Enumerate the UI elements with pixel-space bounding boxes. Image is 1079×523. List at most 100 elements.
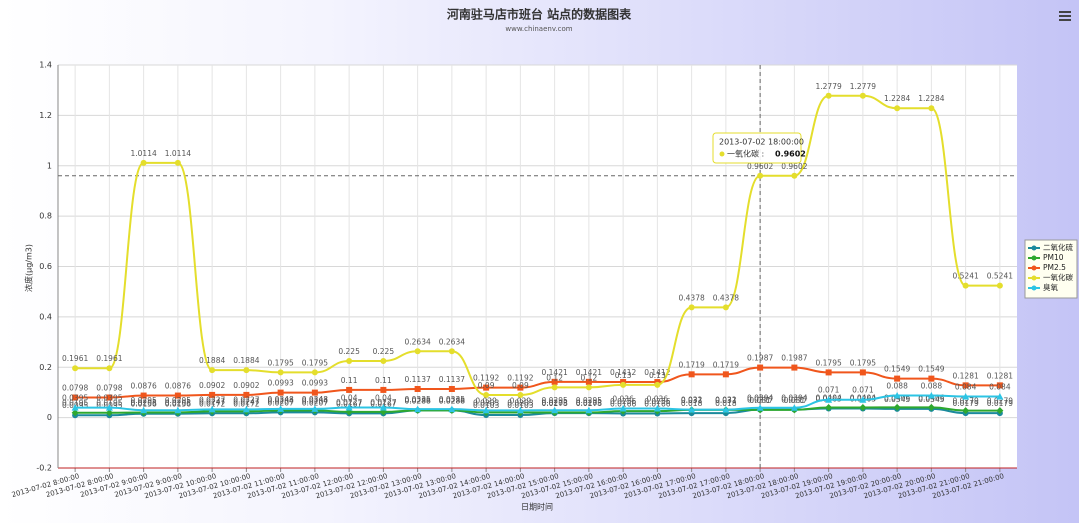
series-line [75,366,1000,399]
data-label: 0.0103 [507,401,533,410]
point [619,405,627,412]
data-label: 0.1719 [679,360,705,369]
data-label: 0.1137 [405,375,431,384]
data-label: 0.2634 [439,337,465,346]
point [140,159,147,166]
point [414,348,421,355]
point [551,378,558,385]
data-label: 0.0178 [542,399,568,408]
data-label: 0.031 [681,396,703,405]
point [996,282,1003,289]
data-label: 0.0207 [268,398,294,407]
data-label: 0.036 [612,395,634,404]
data-label: 0.1961 [62,354,88,363]
point [277,405,285,412]
data-label: 0.5241 [987,272,1013,281]
data-label: 0.2634 [405,337,431,346]
legend-label: 臭氧 [1043,282,1059,292]
series-line [75,394,1000,412]
data-label: 0.0179 [953,399,979,408]
point [859,369,866,376]
data-label: 0.0295 [165,396,191,405]
data-label: 0.0993 [302,379,328,388]
data-label: 0.029 [510,396,532,405]
legend-label: 二氧化硫 [1043,242,1073,252]
point [893,403,901,411]
data-label: 0.0798 [62,384,88,393]
point [927,403,935,411]
data-label: 0.0203 [473,399,499,408]
point [585,384,592,391]
point [756,404,764,411]
data-label: 0.0286 [405,396,431,405]
data-label: 0.0167 [336,399,362,408]
chart-title: 河南驻马店市班台 站点的数据图表 [446,7,632,22]
data-label: 0.13 [615,371,632,380]
data-label: 0.0167 [370,399,396,408]
y-tick-label: 1.2 [39,111,52,120]
point [242,405,250,413]
point [346,386,353,393]
point [791,364,798,371]
data-label: 0.0284 [268,396,294,405]
point [757,172,764,179]
data-label: 0.0247 [233,397,259,406]
tooltip-label: 一氧化碳 : [727,149,764,159]
point [825,403,833,411]
data-label: 0.0395 [96,394,122,403]
data-label: 0.0227 [370,398,396,407]
point [448,348,455,355]
point [380,386,387,393]
point [105,404,113,411]
data-label: 0.4378 [679,293,705,302]
data-label: 0.04 [341,394,358,403]
point [482,406,490,414]
data-label: 0.0279 [953,397,979,406]
data-label: 0.4378 [713,293,739,302]
data-label: 1.2284 [884,94,910,103]
data-label: 0.04 [375,394,392,403]
point [722,406,730,413]
data-label: 0.12 [546,373,563,382]
point [927,391,935,399]
y-tick-label: 0.4 [39,312,52,321]
data-label: 1.0114 [165,149,191,158]
data-label: 0.0179 [987,399,1013,408]
tooltip-marker [719,151,725,157]
data-label: 1.2779 [850,82,876,91]
chart-subtitle: www.chinaenv.com [505,25,572,33]
legend-label: PM2.5 [1043,263,1066,272]
data-label: 0.09 [512,381,529,390]
point [962,407,970,415]
point [859,396,867,403]
data-label: 1.2779 [816,82,842,91]
menu-button[interactable] [1056,7,1074,23]
data-label: 0.071 [852,386,874,395]
tooltip: 2013-07-02 18:00:00 一氧化碳 : 0.9602 [712,132,806,164]
point [962,382,969,389]
point [620,381,627,388]
legend-marker [1031,265,1037,271]
data-label: 0.0327 [199,395,225,404]
data-label: 0.0345 [918,395,944,404]
point [825,396,833,403]
point [996,392,1004,400]
series-line [75,407,1000,417]
data-label: 0.1549 [918,365,944,374]
data-label: 0.1281 [987,371,1013,380]
data-label: 0.11 [341,376,358,385]
point [174,406,182,414]
point [243,367,250,374]
point [380,357,387,364]
data-label: 0.9602 [781,162,807,171]
data-label: 0.1884 [199,356,225,365]
point [277,369,284,376]
data-label: 0.0317 [747,396,773,405]
point [209,367,216,374]
point [893,391,901,399]
point [106,394,113,401]
data-label: 0.1412 [610,368,636,377]
y-tick-label: 0.2 [39,363,52,372]
data-label: 0.0902 [199,381,225,390]
